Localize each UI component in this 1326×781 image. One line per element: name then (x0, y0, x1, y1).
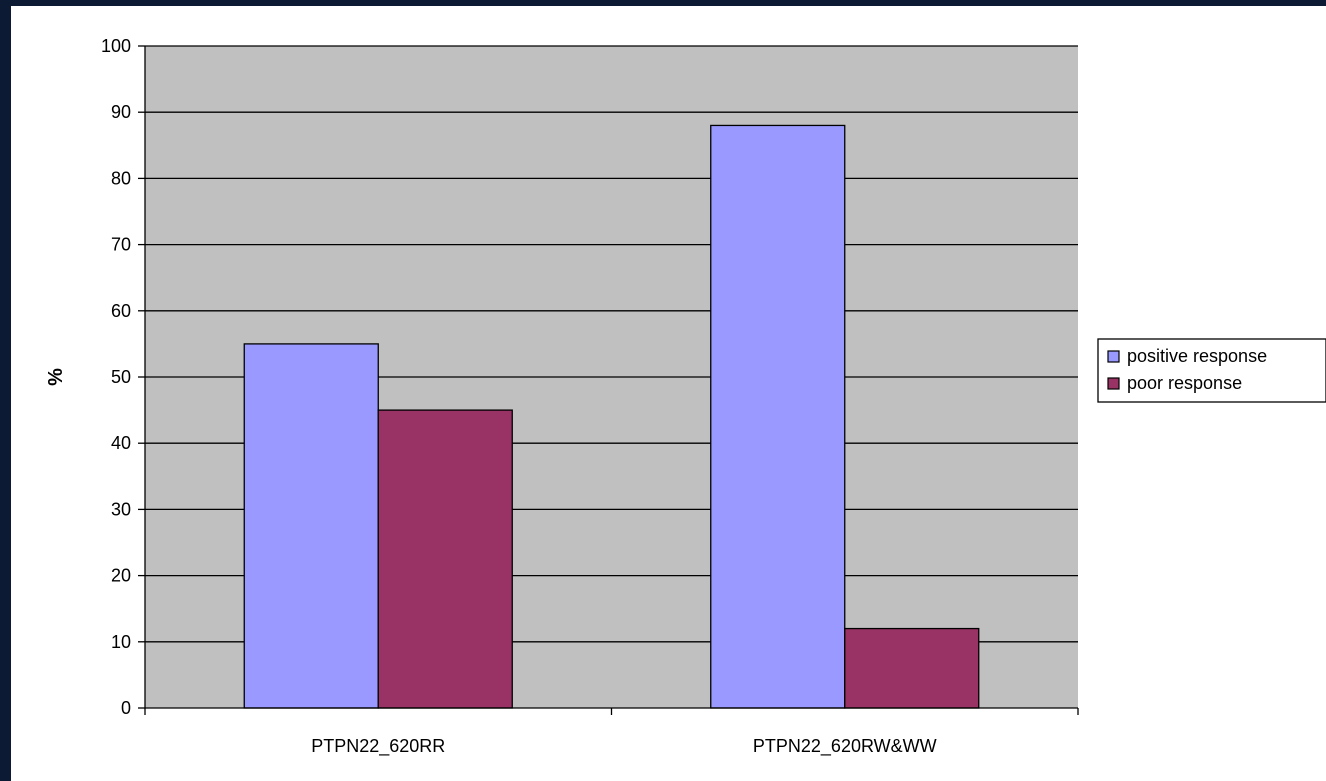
legend-label: poor response (1127, 373, 1242, 393)
y-tick-label: 90 (111, 102, 131, 122)
bar-poor-response-2 (844, 627, 980, 709)
legend-swatch (1107, 377, 1120, 390)
y-tick-label: 20 (111, 566, 131, 586)
x-tick-labels: PTPN22_620RR PTPN22_620RW&WW (311, 736, 936, 757)
y-tick-label: 60 (111, 301, 131, 321)
y-tick-label: 40 (111, 433, 131, 453)
y-tick-label: 100 (101, 36, 131, 56)
legend-swatch (1107, 350, 1120, 363)
bar-positive-response-2 (710, 124, 846, 709)
y-tick-labels: 0 10 20 30 40 50 60 70 80 90 100 (101, 36, 131, 718)
y-tick-label: 10 (111, 632, 131, 652)
legend-box (1097, 338, 1326, 403)
legend-label: positive response (1127, 346, 1267, 366)
y-tick-label: 80 (111, 168, 131, 188)
axes (138, 45, 1079, 715)
bars (243, 124, 980, 709)
legend: positive response poor response (1097, 338, 1326, 403)
bar-positive-response-1 (243, 343, 379, 709)
y-tick-label: 50 (111, 367, 131, 387)
y-axis-title: % (45, 368, 67, 386)
x-tick-label: PTPN22_620RR (311, 736, 445, 757)
y-tick-label: 30 (111, 499, 131, 519)
bar-poor-response-1 (377, 409, 513, 709)
y-tick-label: 70 (111, 235, 131, 255)
chart-frame: 0 10 20 30 40 50 60 70 80 90 100 PTPN22_620RR PTPN2… (11, 6, 1326, 781)
x-tick-label: PTPN22_620RW&WW (753, 736, 937, 757)
y-tick-label: 0 (121, 698, 131, 718)
